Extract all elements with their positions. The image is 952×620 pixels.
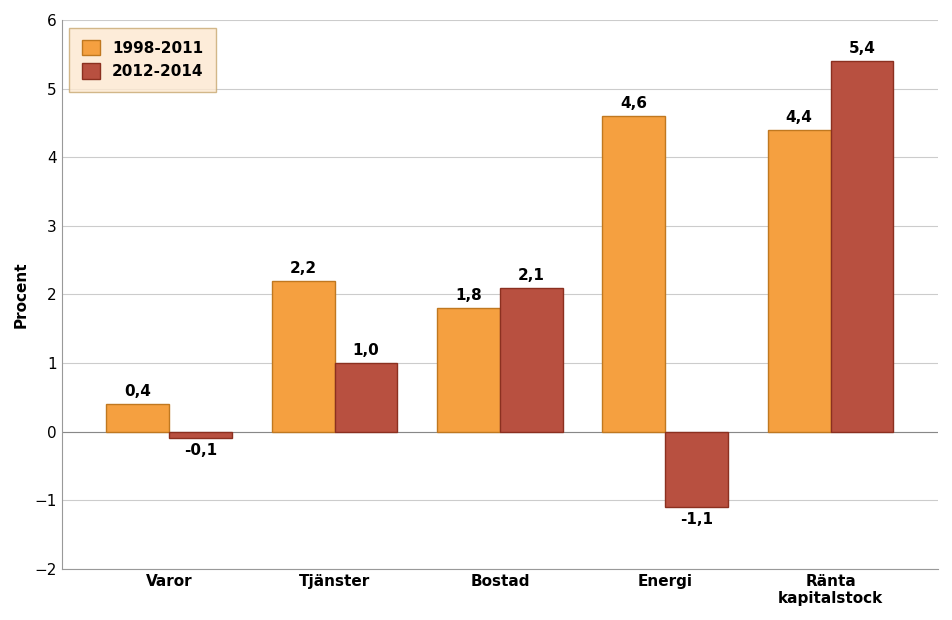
- Text: 4,4: 4,4: [785, 110, 813, 125]
- Text: 2,1: 2,1: [518, 268, 545, 283]
- Text: 1,0: 1,0: [352, 343, 379, 358]
- Text: 2,2: 2,2: [289, 261, 317, 276]
- Text: 1,8: 1,8: [455, 288, 482, 303]
- Bar: [500, 288, 563, 432]
- Bar: [665, 432, 728, 507]
- Bar: [831, 61, 894, 432]
- Text: 5,4: 5,4: [848, 42, 876, 56]
- Bar: [271, 281, 334, 432]
- Text: -0,1: -0,1: [184, 443, 217, 458]
- Bar: [437, 308, 500, 432]
- Bar: [169, 432, 232, 438]
- Bar: [767, 130, 831, 432]
- Legend: 1998-2011, 2012-2014: 1998-2011, 2012-2014: [69, 27, 216, 92]
- Text: 0,4: 0,4: [125, 384, 151, 399]
- Y-axis label: Procent: Procent: [14, 261, 29, 328]
- Text: 4,6: 4,6: [621, 96, 647, 111]
- Bar: [107, 404, 169, 432]
- Bar: [334, 363, 397, 432]
- Bar: [603, 116, 665, 432]
- Text: -1,1: -1,1: [680, 512, 713, 527]
